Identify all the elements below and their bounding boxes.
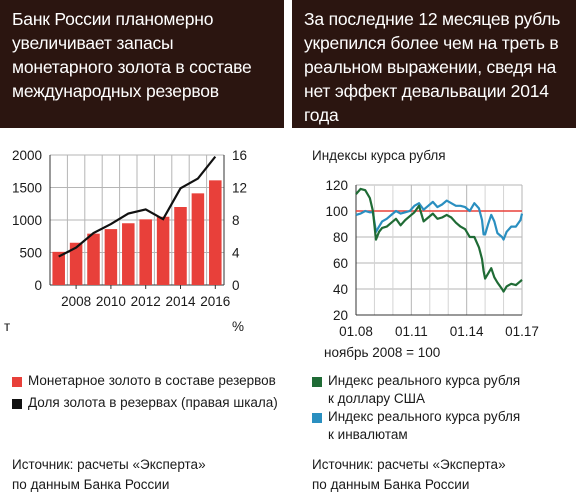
- bar-gold-2011: [122, 223, 135, 285]
- y-tick-right: 0: [232, 278, 240, 293]
- x-tick-label: 01.08: [339, 324, 373, 339]
- unit-right-label: %: [232, 319, 244, 334]
- right-source-line2: по данным Банка России: [312, 477, 470, 492]
- y-tick-right: 12: [232, 181, 247, 196]
- x-tick-label: 01.14: [450, 324, 484, 339]
- line-usd-index: [355, 187, 523, 293]
- y-tick: 100: [325, 204, 348, 219]
- y-tick: 120: [325, 178, 348, 193]
- x-tick-label: 2008: [61, 294, 91, 309]
- y-tick: 20: [333, 308, 348, 323]
- ruble-index-chart: 20 40 60 80 100 120 01.08 01.11 01.14 01.17: [325, 178, 539, 339]
- legend-swatch-fx: [312, 413, 322, 423]
- legend-label-usd-line2: к доллару США: [328, 391, 425, 406]
- y-tick-left: 2000: [12, 148, 42, 163]
- y-tick-left: 1500: [12, 181, 42, 196]
- left-source-line2: по данным Банка России: [12, 477, 170, 492]
- base-note: ноябрь 2008 = 100: [324, 345, 441, 360]
- right-title: За последние 12 месяцев рубль укрепился …: [292, 0, 576, 128]
- legend-label-fx-line1: Индекс реального курса рубля: [328, 409, 521, 424]
- x-tick-label: 01.17: [505, 324, 539, 339]
- y-tick: 40: [333, 282, 348, 297]
- bar-gold-2014: [174, 207, 187, 285]
- y-tick-left: 500: [19, 246, 42, 261]
- left-source-line1: Источник: расчеты «Эксперта»: [12, 457, 206, 472]
- line-fx-index: [355, 199, 524, 241]
- line-gold-share: [58, 155, 217, 258]
- bar-gold-2008: [69, 242, 83, 285]
- y-tick: 80: [333, 230, 348, 245]
- left-panel: Банк России планомерно увеличивает запас…: [0, 0, 284, 500]
- legend-label-gold: Монетарное золото в составе резервов: [28, 373, 276, 388]
- gold-reserves-chart: 0 500 1000 1500 2000 0 4 8 12 16 2008 2010 2012 2014 2…: [4, 148, 247, 334]
- bar-gold-2010: [104, 229, 118, 285]
- bar-gold-2016: [209, 180, 222, 285]
- bar-gold-2012: [139, 219, 152, 285]
- legend-swatch-gold: [12, 377, 22, 387]
- x-tick-label: 2012: [131, 294, 161, 309]
- chart-caption: Индексы курса рубля: [312, 148, 446, 163]
- y-tick: 60: [333, 256, 348, 271]
- right-source-line1: Источник: расчеты «Эксперта»: [312, 457, 506, 472]
- x-tick-label: 2016: [200, 294, 230, 309]
- y-tick-right: 16: [232, 148, 247, 163]
- bar-gold-2009: [87, 233, 100, 285]
- legend-label-usd-line1: Индекс реального курса рубля: [328, 373, 521, 388]
- y-tick-left: 1000: [12, 213, 42, 228]
- left-title: Банк России планомерно увеличивает запас…: [0, 0, 284, 128]
- x-tick-label: 2014: [165, 294, 196, 309]
- unit-left-label: т: [4, 319, 10, 334]
- legend-swatch-usd: [312, 377, 322, 387]
- bar-gold-2013: [156, 216, 170, 285]
- x-tick-label: 2010: [96, 294, 126, 309]
- legend-label-fx-line2: к инвалютам: [328, 427, 408, 442]
- y-tick-left: 0: [34, 278, 42, 293]
- legend-label-share: Доля золота в резервах (правая шкала): [28, 395, 278, 410]
- bar-gold-2015: [191, 193, 205, 285]
- bar-gold-2007: [52, 251, 65, 285]
- y-tick-right: 4: [232, 246, 240, 261]
- x-tick-label: 01.11: [395, 324, 428, 339]
- legend-swatch-share: [12, 399, 22, 409]
- right-panel: За последние 12 месяцев рубль укрепился …: [292, 0, 576, 500]
- y-tick-right: 8: [232, 213, 240, 228]
